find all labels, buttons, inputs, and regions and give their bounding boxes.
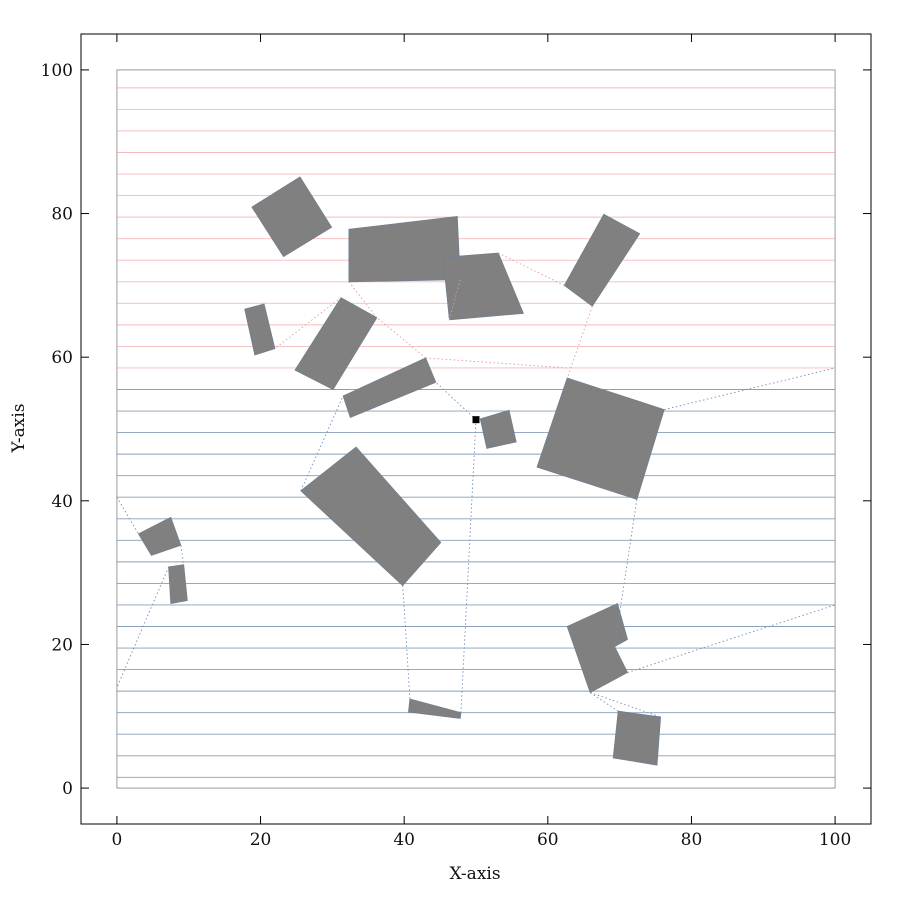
y-tick-label-80: 80 — [51, 205, 73, 225]
path-segment-6 — [435, 381, 477, 420]
path-segment-18 — [498, 252, 565, 286]
obstacle-14 — [612, 710, 662, 766]
obstacle-6 — [342, 357, 437, 419]
path-segment-7 — [376, 317, 427, 359]
x-axis-label: X-axis — [449, 864, 500, 884]
y-tick-label-20: 20 — [51, 635, 73, 655]
start-marker — [472, 416, 480, 424]
path-segment-15 — [590, 692, 661, 718]
y-tick-label-0: 0 — [62, 779, 73, 799]
path-segment-1 — [180, 545, 185, 565]
path-segment-0 — [116, 496, 139, 535]
path-segment-4 — [402, 585, 411, 700]
path-layer — [116, 252, 836, 718]
axes-frame — [80, 33, 872, 825]
obstacle-10 — [137, 516, 182, 556]
path-segment-13 — [614, 499, 638, 647]
obstacle-5 — [294, 297, 378, 391]
x-tick-label-60: 60 — [537, 830, 559, 850]
y-axis-label: Y-axis — [9, 404, 29, 454]
path-segment-11 — [566, 306, 593, 379]
tick-layer: 0 20 40 60 80 100 0 20 40 60 80 100 — [41, 34, 871, 850]
plot-frame — [80, 33, 872, 825]
x-tick-label-40: 40 — [393, 830, 415, 850]
x-tick-label-80: 80 — [681, 830, 703, 850]
obstacle-7 — [479, 409, 517, 449]
x-tick-label-0: 0 — [111, 830, 122, 850]
y-tick-label-100: 100 — [41, 61, 73, 81]
path-segment-16 — [589, 692, 619, 712]
y-tick-label-40: 40 — [51, 492, 73, 512]
obstacle-layer — [137, 176, 665, 766]
path-segment-14 — [627, 604, 836, 673]
x-tick-label-20: 20 — [250, 830, 272, 850]
x-tick-label-100: 100 — [819, 830, 851, 850]
obstacle-3 — [563, 213, 641, 307]
path-segment-3 — [300, 395, 344, 491]
path-segment-12 — [664, 367, 836, 411]
path-segment-2 — [116, 566, 170, 688]
obstacle-4 — [244, 303, 276, 356]
path-segment-10 — [448, 279, 461, 320]
obstacle-13 — [408, 698, 462, 719]
obstacle-0 — [251, 176, 333, 258]
y-tick-label-60: 60 — [51, 348, 73, 368]
path-segment-5 — [460, 419, 477, 713]
workspace-border — [116, 69, 836, 789]
obstacle-2 — [442, 252, 524, 321]
obstacle-9 — [300, 446, 442, 587]
obstacle-11 — [168, 564, 188, 604]
